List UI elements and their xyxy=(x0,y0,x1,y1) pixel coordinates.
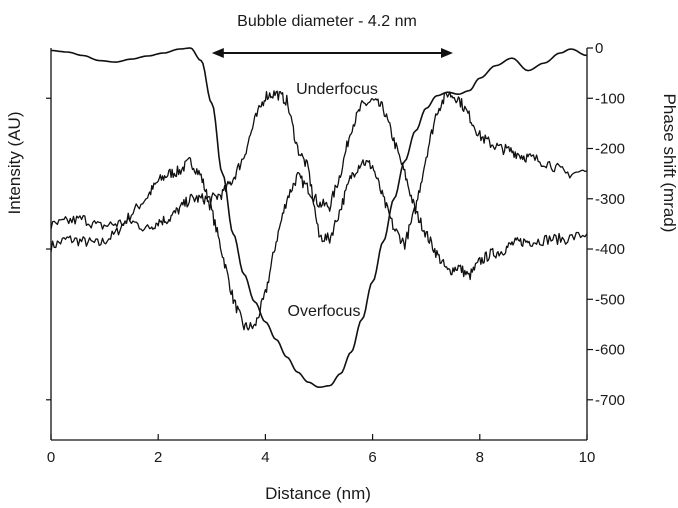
x-ticks: 0 2 4 6 8 10 xyxy=(47,434,596,466)
y-right-tick-label: -400 xyxy=(595,241,625,258)
underfocus-label: Underfocus xyxy=(296,81,378,98)
y-right-ticks: 0 -100 -200 -300 -400 -500 -600 -700 xyxy=(587,40,625,409)
series-line-phase-shift xyxy=(50,47,588,389)
series-layer xyxy=(50,47,588,389)
y-right-tick-label: -700 xyxy=(595,392,625,409)
series-line-underfocus xyxy=(50,98,588,331)
y-right-tick-label: -100 xyxy=(595,90,625,107)
y-left-axis-title: Intensity (AU) xyxy=(5,112,24,215)
y-right-tick-label: 0 xyxy=(595,40,603,57)
x-tick-label: 2 xyxy=(154,449,162,466)
x-tick-label: 6 xyxy=(368,449,376,466)
x-tick-label: 4 xyxy=(261,449,269,466)
y-left-ticks xyxy=(46,97,51,401)
x-axis-title: Distance (nm) xyxy=(265,484,371,503)
x-tick-label: 8 xyxy=(476,449,484,466)
y-right-axis-title: Phase shift (mrad) xyxy=(660,94,678,233)
arrow-head-right xyxy=(441,48,453,58)
x-tick-label: 0 xyxy=(47,449,55,466)
overfocus-label: Overfocus xyxy=(288,303,361,320)
arrow-head-left xyxy=(211,48,224,58)
bubble-diameter-arrow xyxy=(211,48,453,58)
y-right-tick-label: -600 xyxy=(595,342,625,359)
plot-area xyxy=(50,48,588,441)
bubble-diameter-label: Bubble diameter - 4.2 nm xyxy=(237,13,417,30)
y-right-tick-label: -500 xyxy=(595,291,625,308)
x-tick-label: 10 xyxy=(579,449,596,466)
y-right-tick-label: -200 xyxy=(595,141,625,158)
y-right-tick-label: -300 xyxy=(595,191,625,208)
series-line-overfocus xyxy=(50,90,588,250)
